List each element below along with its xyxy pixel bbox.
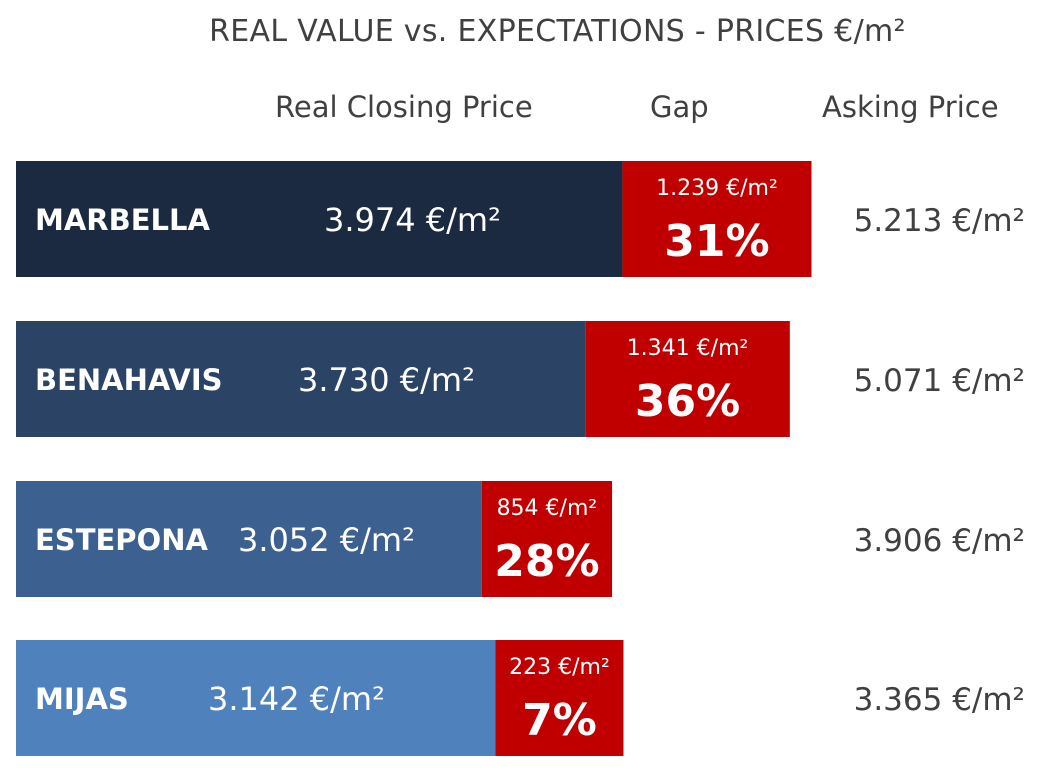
asking-price-label: 5.213 €/m²	[854, 203, 1025, 239]
gap-bar	[481, 481, 613, 597]
gap-bar	[495, 640, 624, 756]
real-price-bar	[16, 640, 496, 756]
header-real-closing-price: Real Closing Price	[275, 90, 533, 124]
city-label: MIJAS	[35, 682, 129, 716]
gap-percent-label: 36%	[635, 376, 740, 427]
real-price-label: 3.052 €/m²	[238, 521, 415, 559]
gap-value-label: 854 €/m²	[497, 496, 598, 521]
gap-value-label: 1.341 €/m²	[627, 336, 749, 361]
city-label: MARBELLA	[35, 203, 211, 237]
gap-percent-label: 28%	[494, 536, 599, 587]
asking-price-label: 3.906 €/m²	[854, 523, 1025, 559]
real-price-bar	[16, 161, 623, 277]
real-price-bar	[16, 321, 586, 437]
gap-bar	[622, 161, 812, 277]
real-price-label: 3.142 €/m²	[208, 680, 385, 718]
gap-bar	[585, 321, 790, 437]
chart-title: REAL VALUE vs. EXPECTATIONS - PRICES €/m…	[209, 14, 906, 49]
city-label: BENAHAVIS	[35, 363, 223, 397]
city-label: ESTEPONA	[35, 523, 208, 557]
gap-value-label: 223 €/m²	[509, 655, 610, 680]
asking-price-label: 3.365 €/m²	[854, 682, 1025, 718]
header-asking-price: Asking Price	[822, 90, 999, 124]
real-price-bar	[16, 481, 482, 597]
real-price-label: 3.730 €/m²	[298, 361, 475, 399]
gap-percent-label: 7%	[522, 695, 597, 746]
gap-value-label: 1.239 €/m²	[656, 176, 778, 201]
gap-percent-label: 31%	[664, 216, 769, 267]
real-price-label: 3.974 €/m²	[324, 201, 501, 239]
header-gap: Gap	[650, 90, 709, 124]
asking-price-label: 5.071 €/m²	[854, 363, 1025, 399]
